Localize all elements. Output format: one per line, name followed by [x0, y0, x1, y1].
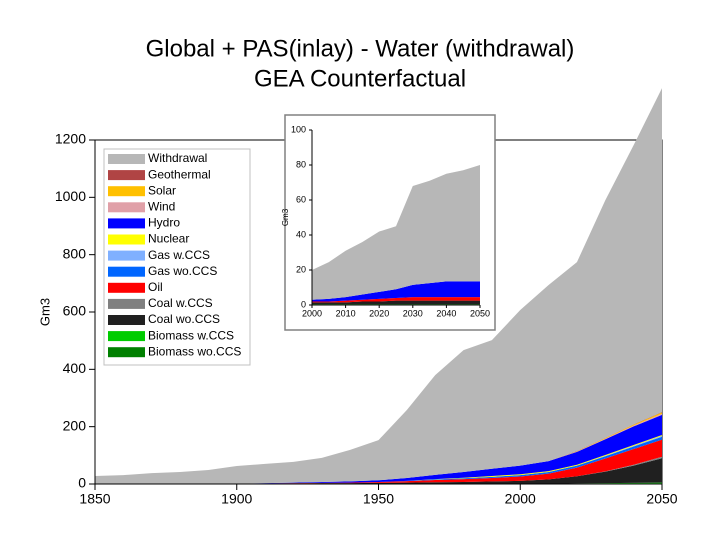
- y-tick-label: 0: [78, 475, 86, 491]
- legend-swatch: [108, 202, 145, 213]
- legend-label: Gas w.CCS: [148, 248, 210, 262]
- area: [95, 414, 662, 484]
- y-tick-label: 1200: [55, 131, 86, 147]
- x-tick-label: 2010: [336, 309, 356, 319]
- y-tick-label: 100: [291, 124, 306, 134]
- area: [95, 458, 662, 484]
- legend-swatch: [108, 315, 145, 325]
- x-tick-label: 2030: [403, 309, 423, 319]
- legend-label: Gas wo.CCS: [148, 264, 217, 278]
- area: [312, 300, 480, 305]
- legend-swatch: [108, 298, 145, 309]
- legend-label: Coal wo.CCS: [148, 312, 220, 326]
- chart-title: Global + PAS(inlay) - Water (withdrawal): [146, 35, 575, 62]
- area: [312, 165, 480, 300]
- y-tick-label: 800: [63, 245, 87, 261]
- area: [312, 281, 480, 302]
- y-tick-label: 80: [296, 159, 306, 169]
- area: [312, 297, 480, 303]
- legend-swatch: [108, 170, 145, 181]
- legend-label: Hydro: [148, 216, 180, 230]
- legend-swatch: [108, 154, 145, 164]
- legend: Withdrawal Geothermal Solar Wind Hydro Nuclea…: [103, 148, 251, 366]
- legend-label: Wind: [148, 199, 175, 213]
- legend-label: Biomass wo.CCS: [148, 344, 241, 358]
- x-tick-label: 1950: [363, 491, 394, 507]
- legend-swatch: [108, 234, 145, 245]
- legend-label: Geothermal: [148, 167, 211, 181]
- y-axis-label: Gm3: [37, 298, 52, 326]
- legend-swatch: [108, 266, 145, 277]
- legend-label: Oil: [148, 280, 163, 294]
- y-tick-label: 400: [63, 360, 87, 376]
- x-tick-label: 2050: [646, 491, 677, 507]
- legend-label: Nuclear: [148, 232, 189, 246]
- x-tick-label: 2000: [505, 491, 536, 507]
- x-tick-label: 2050: [470, 309, 490, 319]
- legend-swatch: [108, 282, 145, 293]
- y-tick-label: 40: [296, 229, 306, 239]
- chart-subtitle: GEA Counterfactual: [254, 65, 466, 92]
- x-tick-label: 1850: [79, 491, 110, 507]
- legend-swatch: [108, 347, 145, 358]
- x-tick-label: 1900: [221, 491, 252, 507]
- y-tick-label: 60: [296, 194, 306, 204]
- y-tick-label: 600: [63, 303, 87, 319]
- y-tick-label: 0: [301, 299, 306, 309]
- y-tick-label: 20: [296, 264, 306, 274]
- legend-swatch: [108, 218, 145, 229]
- area: [95, 88, 662, 484]
- legend-label: Biomass w.CCS: [148, 328, 234, 342]
- legend-label: Withdrawal: [148, 151, 207, 165]
- legend-swatch: [108, 250, 145, 261]
- legend-label: Coal w.CCS: [148, 296, 213, 310]
- x-tick-label: 2040: [436, 309, 456, 319]
- legend-swatch: [108, 331, 145, 342]
- x-tick-label: 2000: [302, 309, 322, 319]
- y-tick-label: 200: [63, 417, 87, 433]
- legend-swatch: [108, 186, 145, 197]
- legend-label: Solar: [148, 183, 176, 197]
- x-tick-label: 2020: [369, 309, 389, 319]
- y-tick-label: 1000: [55, 188, 86, 204]
- y-axis-label: Gm3: [281, 208, 290, 226]
